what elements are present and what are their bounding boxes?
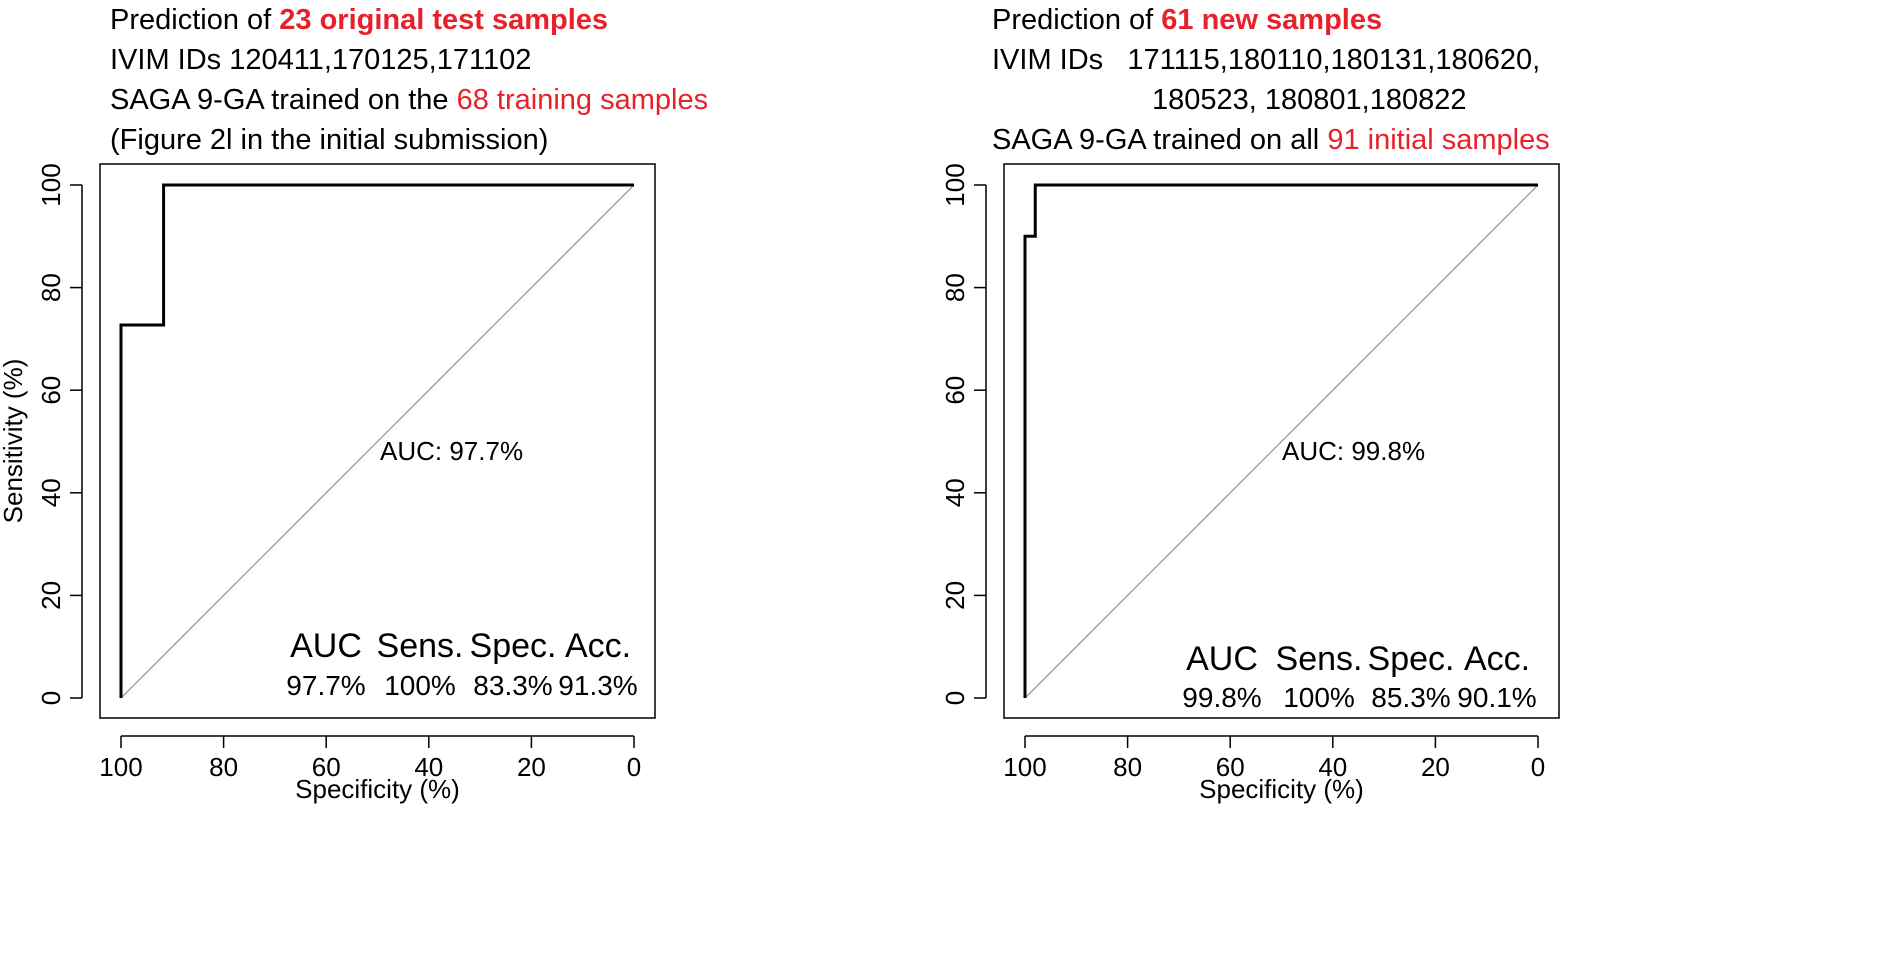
stats-value: 97.7% bbox=[286, 670, 365, 701]
x-tick-label: 80 bbox=[1113, 752, 1142, 782]
stats-header: AUC bbox=[290, 627, 362, 665]
x-axis-title: Specificity (%) bbox=[295, 774, 460, 804]
header-line-1: Prediction of 23 original test samples bbox=[110, 0, 708, 40]
roc-curve bbox=[119, 183, 634, 698]
auc-annotation: AUC: 99.8% bbox=[1282, 436, 1425, 466]
header-line-3: SAGA 9-GA trained on the 68 training sam… bbox=[110, 80, 708, 120]
header-line-2: IVIM IDs 171115,180110,180131,180620, bbox=[992, 44, 1541, 76]
header-line-2: IVIM IDs 120411,170125,171102 bbox=[110, 44, 532, 76]
x-tick-label: 80 bbox=[209, 752, 238, 782]
roc-panel-new-samples: Prediction of 61 new samples IVIM IDs 17… bbox=[942, 0, 1884, 976]
stats-header: Spec. bbox=[470, 627, 557, 665]
reference-diagonal-line bbox=[1024, 184, 1539, 699]
x-tick-label: 100 bbox=[99, 752, 142, 782]
stats-header: Acc. bbox=[565, 627, 631, 665]
auc-annotation-value: 97.7% bbox=[449, 436, 523, 466]
header-highlight: 68 training samples bbox=[456, 84, 709, 116]
roc-curve bbox=[1023, 183, 1538, 698]
stats-header: Acc. bbox=[1464, 640, 1530, 678]
x-tick-label: 40 bbox=[414, 752, 443, 782]
stats-value: 100% bbox=[384, 670, 456, 701]
panel-header: Prediction of 61 new samples IVIM IDs 17… bbox=[992, 0, 1550, 160]
x-axis-title: Specificity (%) bbox=[1199, 774, 1364, 804]
header-line-3: 180523, 180801,180822 bbox=[1152, 84, 1467, 116]
x-tick-label: 20 bbox=[517, 752, 546, 782]
header-text: SAGA 9-GA trained on the bbox=[110, 84, 457, 116]
y-tick-label: 20 bbox=[942, 581, 970, 610]
stats-header: AUC bbox=[1186, 640, 1258, 678]
auc-annotation-label: AUC: bbox=[1282, 436, 1351, 466]
stats-value: 99.8% bbox=[1182, 682, 1261, 713]
header-highlight: 23 original test samples bbox=[279, 4, 609, 36]
stats-value: 100% bbox=[1283, 682, 1355, 713]
header-line-4: SAGA 9-GA trained on all 91 initial samp… bbox=[992, 120, 1550, 160]
auc-annotation-value: 99.8% bbox=[1351, 436, 1425, 466]
roc-plot: 100 80 60 40 20 0 Specificity (%) 0 20 40 60 80 100 S… bbox=[0, 163, 656, 804]
header-text: Prediction of bbox=[110, 4, 280, 36]
y-tick-label: 100 bbox=[36, 163, 66, 206]
y-tick-label: 80 bbox=[36, 273, 66, 302]
y-tick-label: 40 bbox=[36, 478, 66, 507]
header-line-1: Prediction of 61 new samples bbox=[992, 0, 1550, 40]
header-highlight: 61 new samples bbox=[1161, 4, 1383, 36]
x-tick-label: 60 bbox=[312, 752, 341, 782]
auc-annotation-label: AUC: bbox=[380, 436, 449, 466]
stats-header: Sens. bbox=[377, 627, 464, 665]
roc-panel-original-test: Prediction of 23 original test samples I… bbox=[0, 0, 708, 804]
panel-header: Prediction of 23 original test samples I… bbox=[110, 0, 708, 160]
y-tick-label: 60 bbox=[942, 376, 970, 405]
x-tick-label: 100 bbox=[1003, 752, 1046, 782]
stats-header: Spec. bbox=[1368, 640, 1455, 678]
y-tick-label: 60 bbox=[36, 376, 66, 405]
reference-diagonal-line bbox=[120, 184, 635, 699]
y-tick-label: 40 bbox=[942, 478, 970, 507]
stats-value: 85.3% bbox=[1371, 682, 1450, 713]
stats-value: 91.3% bbox=[558, 670, 637, 701]
roc-plot: 100 80 60 40 20 0 Specificity (%) 0 20 40 60 80 100 S… bbox=[942, 163, 1560, 804]
header-text: Prediction of bbox=[992, 4, 1162, 36]
x-tick-label: 60 bbox=[1216, 752, 1245, 782]
plot-frame bbox=[99, 163, 656, 719]
header-highlight: 91 initial samples bbox=[1327, 124, 1550, 156]
y-tick-label: 0 bbox=[942, 691, 970, 705]
y-tick-label: 100 bbox=[942, 163, 970, 206]
plot-frame bbox=[1003, 163, 1560, 719]
y-axis-title: Sensitivity (%) bbox=[0, 359, 28, 524]
stats-header: Sens. bbox=[1276, 640, 1363, 678]
x-tick-label: 40 bbox=[1318, 752, 1347, 782]
x-tick-label: 0 bbox=[1531, 752, 1545, 782]
y-tick-label: 20 bbox=[36, 581, 66, 610]
auc-annotation: AUC: 97.7% bbox=[380, 436, 523, 466]
x-tick-label: 20 bbox=[1421, 752, 1450, 782]
x-tick-label: 0 bbox=[627, 752, 641, 782]
header-text: SAGA 9-GA trained on all bbox=[992, 124, 1328, 156]
y-tick-label: 0 bbox=[36, 691, 66, 705]
header-line-4: (Figure 2l in the initial submission) bbox=[110, 124, 549, 156]
y-tick-label: 80 bbox=[942, 273, 970, 302]
stats-value: 90.1% bbox=[1457, 682, 1536, 713]
stats-value: 83.3% bbox=[473, 670, 552, 701]
